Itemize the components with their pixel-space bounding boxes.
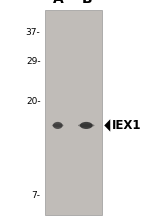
- Ellipse shape: [78, 124, 94, 127]
- Ellipse shape: [52, 124, 64, 127]
- Ellipse shape: [80, 122, 93, 129]
- Text: 37-: 37-: [26, 28, 40, 37]
- Bar: [45, 10, 102, 215]
- Text: 20-: 20-: [26, 97, 40, 105]
- Text: 29-: 29-: [26, 57, 40, 65]
- Text: B: B: [82, 0, 92, 6]
- Ellipse shape: [53, 122, 63, 129]
- Polygon shape: [104, 119, 110, 132]
- Text: 7-: 7-: [32, 191, 40, 200]
- Text: A: A: [53, 0, 64, 6]
- Text: IEX1: IEX1: [112, 119, 141, 132]
